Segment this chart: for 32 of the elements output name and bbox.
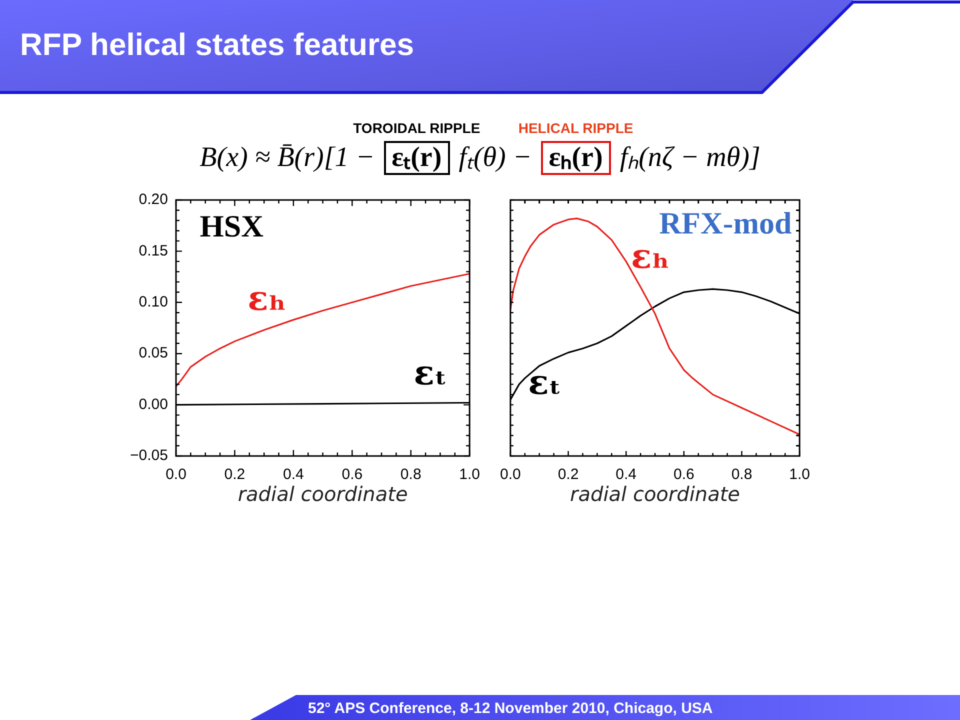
x-tick-label: 1.0 (789, 466, 810, 484)
text: 52° APS Conference, 8-12 November 2010, Chicago, USA (308, 700, 713, 718)
text: εₕ(r) (540, 140, 611, 175)
x-tick-label: 0.4 (616, 466, 637, 484)
x-tick-label: 0.8 (400, 466, 422, 484)
series-label: εₕ (248, 279, 286, 320)
text: HELICAL RIPPLE (518, 120, 634, 136)
x-tick-label: 0.4 (283, 466, 304, 484)
x-tick-label: 0.2 (224, 466, 246, 484)
text: B(x) ≈ B̄(r)[1 − (200, 142, 375, 174)
text: εₜ(r) (384, 140, 450, 175)
y-tick-label: 0.20 (138, 191, 168, 208)
x-tick-label: 0.0 (166, 466, 186, 484)
text: fₜ(θ) − (458, 142, 532, 174)
text: TOROIDAL RIPPLE (353, 120, 480, 136)
y-tick-label: −0.05 (130, 447, 168, 464)
x-tick-label: 0.8 (731, 466, 752, 484)
chart-title: HSX (200, 208, 264, 244)
y-tick-label: 0.10 (138, 294, 168, 311)
y-tick-label: 0.00 (138, 396, 168, 413)
y-tick-label: 0.15 (138, 242, 168, 260)
x-tick-label: 0.0 (500, 466, 521, 484)
x-tick-label: 0.6 (673, 466, 694, 484)
x-tick-label: 0.2 (558, 466, 579, 484)
x-tick-label: 1.0 (459, 466, 480, 484)
text: fₕ(nζ − mθ)] (620, 142, 760, 174)
legend-label: εₜ (414, 353, 448, 394)
x-axis-title: radial coordinate (570, 482, 740, 506)
x-axis-title: radial coordinate (238, 482, 408, 506)
legend-label: εₜ (528, 363, 562, 404)
y-tick-label: 0.05 (138, 344, 168, 362)
x-tick-label: 0.6 (342, 466, 363, 484)
